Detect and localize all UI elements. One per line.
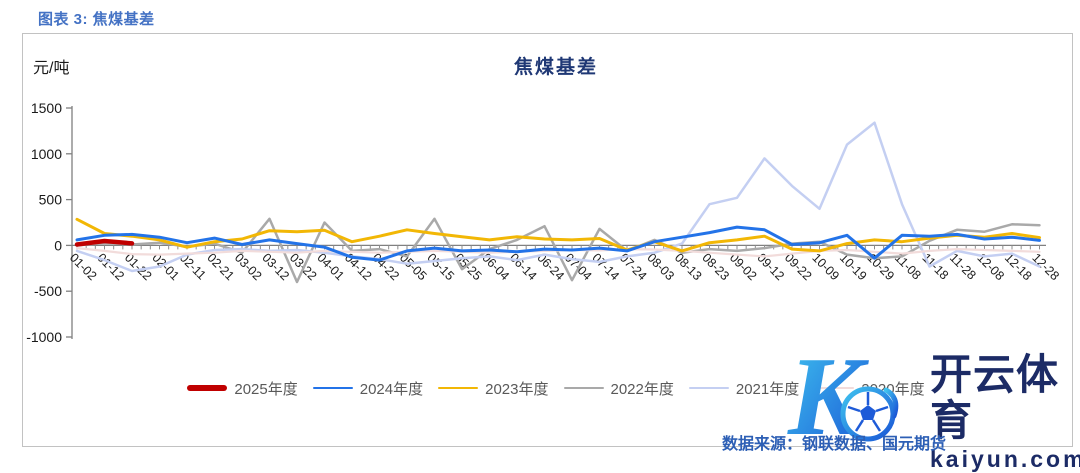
legend-item: 2022年度 (563, 378, 674, 399)
legend-label: 2021年度 (735, 380, 800, 398)
legend-item: 2025年度 (187, 378, 298, 399)
watermark-brand: 开云体育 (930, 351, 1060, 444)
data-source-note: 数据来源：钢联数据、国元期货 (722, 436, 947, 453)
legend-swatch (438, 386, 479, 390)
legend-label: 2023年度 (485, 380, 549, 398)
kaiyun-logo-icon: K (787, 338, 899, 453)
legend-label: 2025年度 (234, 380, 298, 398)
y-axis-unit-label: 元/吨 (33, 60, 70, 77)
legend-swatch (187, 385, 228, 391)
legend-item: 2024年度 (312, 378, 424, 399)
legend-swatch (814, 386, 855, 390)
watermark-domain: kaiyun.com (930, 446, 1080, 472)
figure-caption: 图表 3: 焦煤基差 (38, 11, 155, 28)
soccer-ball-icon (840, 386, 899, 442)
legend-swatch (563, 386, 604, 390)
legend-label: 2024年度 (359, 380, 424, 398)
chart-legend: 2025年度 2024年度 2023年度 2022年度 2021年度 2020年度 (72, 377, 1040, 399)
legend-item: 2021年度 (688, 378, 800, 399)
report-page: { "header": { "caption": "图表 3: 焦煤基差" },… (22, 11, 1080, 472)
legend-swatch (688, 386, 729, 390)
legend-label: 2022年度 (610, 380, 674, 398)
legend-item: 2023年度 (438, 378, 549, 399)
legend-swatch (312, 386, 353, 390)
chart-title: 焦煤基差 (513, 57, 598, 78)
